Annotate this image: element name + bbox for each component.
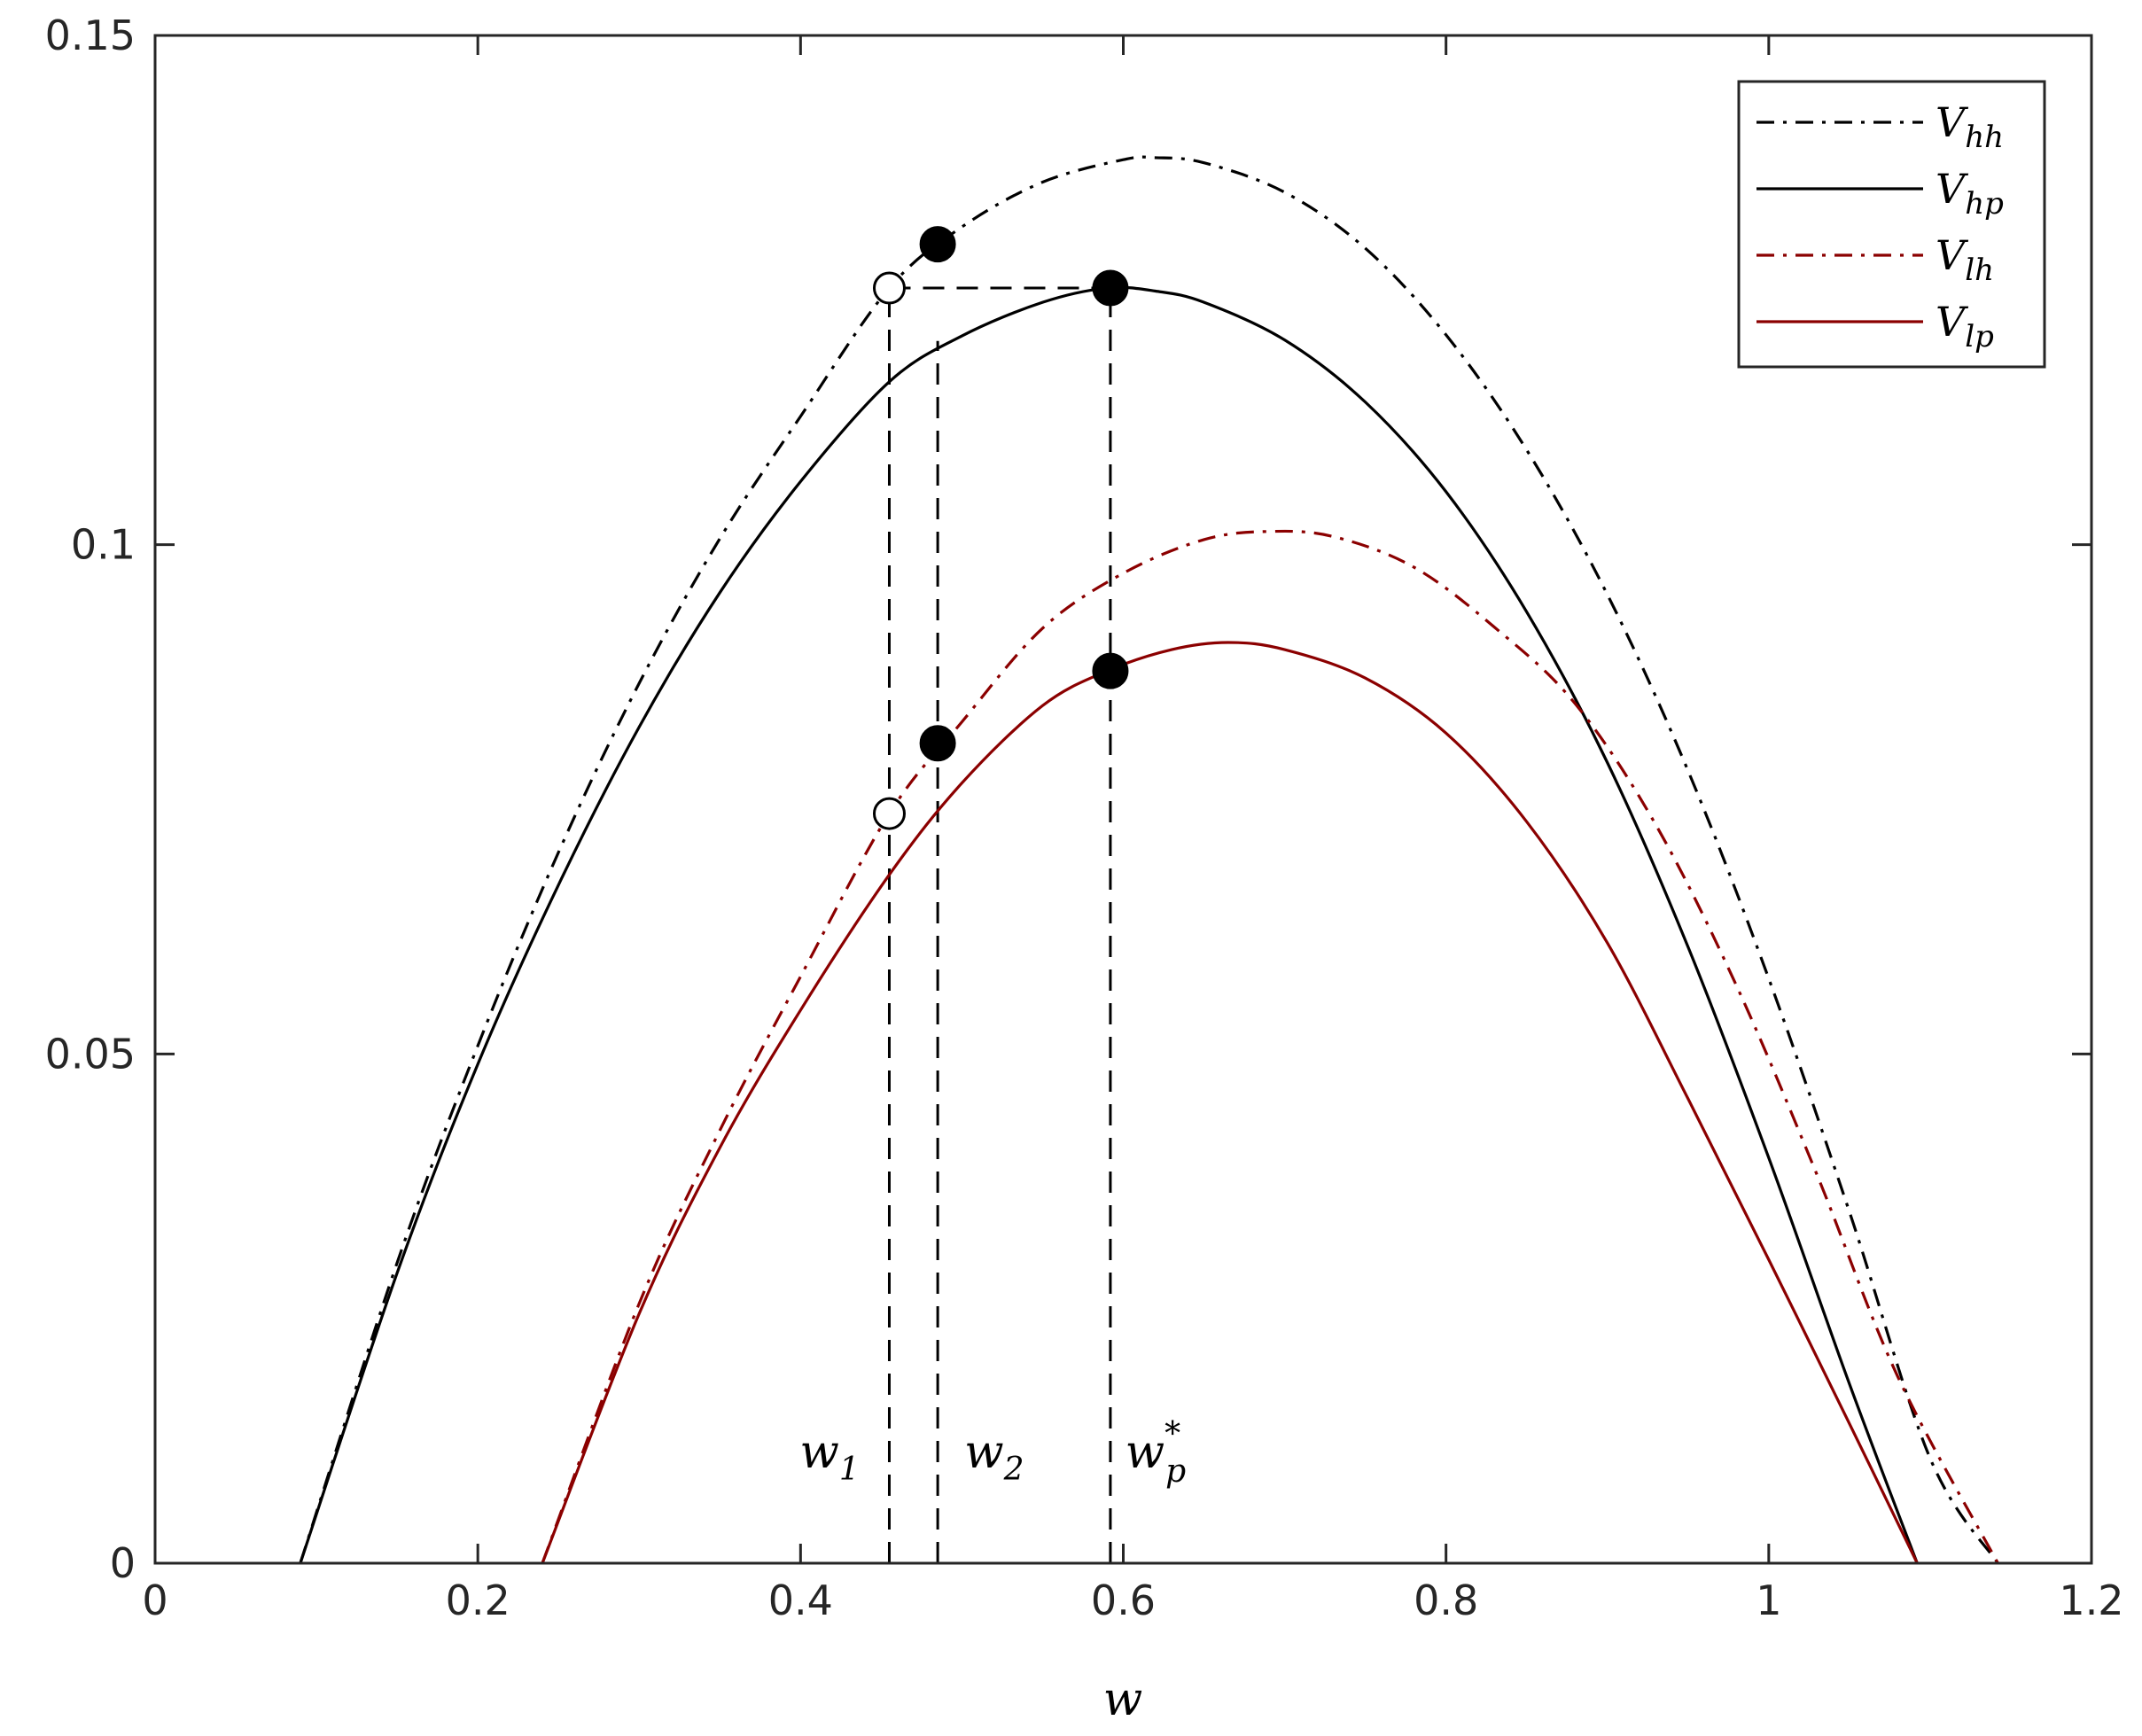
filled-marker-6: [1092, 652, 1129, 689]
legend-entry-lh: Vlh: [1936, 231, 1994, 288]
y-tick-label: 0.15: [45, 12, 136, 59]
y-tick-label: 0: [110, 1539, 136, 1587]
series-line-lh: [541, 529, 1999, 1564]
y-tick-label: 0.1: [71, 521, 136, 569]
annotations: w1 w2 w* p: [799, 1416, 1186, 1490]
open-marker-4: [872, 797, 906, 830]
filled-marker-5: [919, 725, 956, 762]
filled-marker-2: [919, 226, 956, 263]
guide-lines: [887, 286, 1112, 1563]
legend-entry-hp: Vhp: [1936, 165, 2004, 222]
annotation-3: w* p: [1126, 1416, 1187, 1490]
filled-marker-3: [1092, 269, 1129, 307]
x-tick-label: 1: [1756, 1576, 1781, 1624]
legend-entry-lp: Vlp: [1936, 298, 1994, 354]
annotation-2: w2: [964, 1426, 1024, 1488]
series-line-lp: [541, 641, 1919, 1564]
x-tick-label: 0.6: [1091, 1576, 1156, 1624]
annotation-1: w1: [799, 1426, 859, 1488]
legend-box: [1737, 80, 2046, 369]
series-line-hh: [299, 155, 1999, 1564]
y-tick-label: 0.05: [45, 1030, 136, 1078]
y-tick-labels: 0 0.05 0.1 0.15: [45, 12, 136, 1587]
legend: Vhh Vhp Vlh Vlp: [1737, 80, 2046, 369]
x-axis-label: w: [1103, 1673, 1143, 1726]
open-marker-1: [872, 271, 906, 305]
x-tick-labels: 0 0.2 0.4 0.6 0.8 1 1.2: [142, 1576, 2123, 1624]
x-tick-label: 0.4: [768, 1576, 833, 1624]
x-tick-label: 0.2: [446, 1576, 510, 1624]
x-tick-label: 1.2: [2059, 1576, 2123, 1624]
series-lines: [299, 155, 1999, 1564]
legend-entry-hh: Vhh: [1936, 98, 2004, 155]
markers: [872, 226, 1129, 830]
x-tick-label: 0.8: [1414, 1576, 1478, 1624]
axis-ticks: [153, 34, 2093, 1565]
series-line-hp: [299, 285, 1919, 1564]
x-tick-label: 0: [142, 1576, 167, 1624]
